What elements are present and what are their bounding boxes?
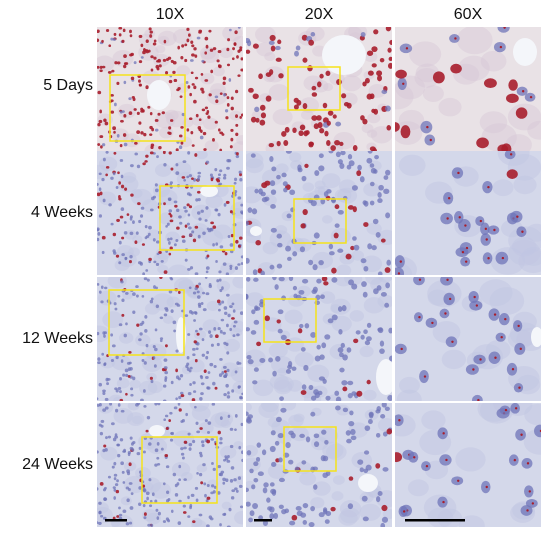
inset-box	[141, 436, 218, 504]
column-header-10x: 10X	[155, 6, 185, 23]
inset-box	[283, 426, 337, 472]
micrograph-4-weeks-10x	[97, 151, 243, 275]
row-label-12-weeks: 12 Weeks	[22, 330, 93, 347]
vessel-lumen	[250, 226, 262, 236]
micrograph-24-weeks-10x	[97, 403, 243, 527]
scale-bar	[254, 519, 272, 522]
inset-box	[293, 198, 347, 244]
vessel-lumen	[149, 425, 165, 437]
micrograph-12-weeks-60x	[395, 277, 541, 401]
scale-bar	[105, 519, 127, 522]
vessel-lumen	[147, 80, 171, 110]
vessel-lumen	[513, 38, 537, 66]
scale-bar	[405, 519, 465, 522]
vessel-lumen	[322, 35, 366, 75]
micrograph-12-weeks-20x	[246, 277, 392, 401]
column-header-60x: 60X	[453, 6, 483, 23]
vessel-lumen	[358, 474, 378, 492]
row-label-24-weeks: 24 Weeks	[22, 456, 93, 473]
inset-box	[159, 185, 235, 251]
vessel-lumen	[376, 359, 392, 395]
micrograph-4-weeks-60x	[395, 151, 541, 275]
vessel-lumen	[531, 327, 541, 347]
micrograph-5-days-60x	[395, 27, 541, 151]
micrograph-12-weeks-10x	[97, 277, 243, 401]
column-header-20x: 20X	[304, 6, 334, 23]
inset-box	[287, 66, 341, 111]
micrograph-5-days-20x	[246, 27, 392, 151]
vessel-lumen	[200, 185, 218, 197]
inset-box	[108, 289, 185, 356]
micrograph-24-weeks-60x	[395, 403, 541, 527]
row-label-5-days: 5 Days	[43, 77, 93, 94]
micrograph-24-weeks-20x	[246, 403, 392, 527]
row-label-4-weeks: 4 Weeks	[31, 204, 93, 221]
inset-box	[263, 298, 317, 343]
micrograph-4-weeks-20x	[246, 151, 392, 275]
micrograph-5-days-10x	[97, 27, 243, 151]
inset-box	[109, 74, 186, 142]
